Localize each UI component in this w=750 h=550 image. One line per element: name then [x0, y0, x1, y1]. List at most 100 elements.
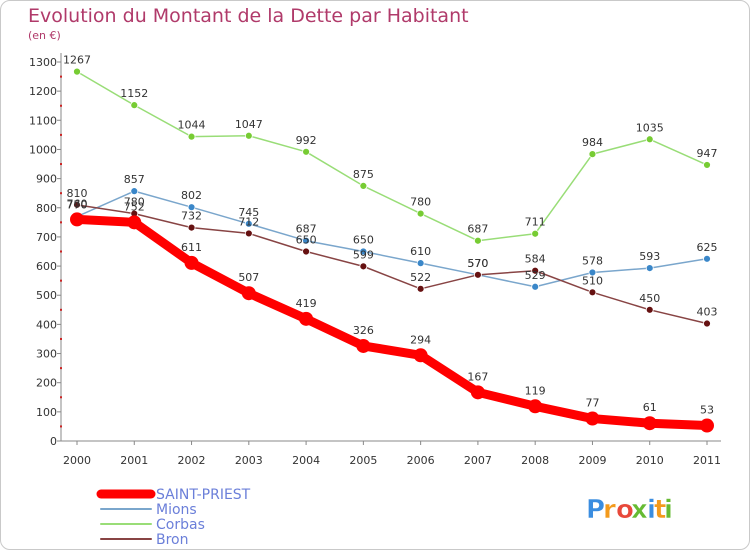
y-tick-label: 600 — [36, 260, 57, 273]
data-label-corbas: 687 — [467, 223, 488, 236]
data-point-mions — [130, 187, 139, 196]
data-label-corbas: 1152 — [120, 87, 148, 100]
y-tick-label: 1100 — [29, 114, 57, 127]
data-point-bron — [187, 223, 196, 232]
legend-item-mions: Mions — [100, 502, 197, 518]
data-label-saint-priest: 294 — [410, 333, 431, 346]
series-line-saint-priest — [72, 214, 712, 431]
data-point-mions — [302, 236, 310, 245]
data-label-saint-priest: 61 — [643, 401, 657, 414]
data-point-corbas — [474, 236, 482, 245]
data-label-saint-priest: 77 — [585, 397, 599, 410]
data-point-corbas — [187, 132, 196, 141]
data-point-corbas — [416, 209, 425, 218]
data-point-bron — [703, 319, 711, 328]
axes: 0 100 200 300 400 500 600 700 800 900 1000 1100 1200… — [29, 53, 721, 467]
data-label-saint-priest: 167 — [467, 370, 488, 383]
data-label-saint-priest: 53 — [700, 404, 714, 417]
data-point-bron — [645, 305, 654, 314]
logo-letter: r — [603, 495, 616, 525]
data-point-saint-priest — [70, 212, 84, 227]
data-point-corbas — [244, 131, 253, 140]
logo-letter: x — [631, 495, 648, 525]
y-tick-label: 1200 — [29, 85, 57, 98]
data-point-bron — [588, 288, 597, 297]
data-label-mions: 857 — [124, 173, 145, 186]
data-label-mions: 610 — [410, 245, 431, 258]
data-label-mions: 529 — [525, 269, 546, 282]
data-point-corbas — [359, 182, 368, 190]
data-point-saint-priest — [528, 399, 543, 414]
series-line-corbas — [76, 70, 708, 242]
y-tick-label: 1000 — [29, 143, 57, 156]
series-line-bron — [76, 204, 708, 325]
proxiti-logo: Pr ox iti — [586, 495, 673, 526]
data-point-saint-priest — [585, 411, 600, 426]
data-point-saint-priest — [642, 416, 657, 431]
data-label-bron: 510 — [582, 274, 603, 287]
data-point-corbas — [531, 229, 540, 238]
data-point-bron — [416, 284, 425, 293]
data-point-saint-priest — [299, 311, 314, 326]
legend-label-saint-priest: SAINT-PRIEST — [156, 487, 251, 503]
legend-label-bron: Bron — [156, 532, 189, 548]
x-tick-label: 2006 — [407, 454, 435, 467]
data-label-mions: 570 — [467, 257, 488, 270]
data-point-bron — [73, 200, 81, 209]
data-label-mions: 578 — [582, 254, 603, 267]
data-point-corbas — [73, 67, 81, 76]
data-label-saint-priest: 419 — [296, 297, 317, 310]
series-line-mions — [76, 190, 708, 288]
data-label-mions: 745 — [238, 206, 259, 219]
data-point-saint-priest — [413, 348, 428, 363]
y-tick-label: 0 — [50, 435, 57, 448]
data-label-bron: 650 — [296, 234, 317, 247]
data-point-bron — [302, 247, 310, 256]
series-saint-priest — [70, 212, 714, 433]
data-point-mions — [359, 247, 368, 256]
series-corbas — [73, 67, 711, 245]
legend-item-bron: Bron — [100, 532, 189, 548]
data-point-saint-priest — [356, 338, 371, 353]
x-tick-label: 2011 — [693, 454, 721, 467]
y-tick-label: 1300 — [29, 56, 57, 69]
data-point-mions — [416, 259, 425, 268]
series-bron — [73, 200, 711, 328]
data-label-bron: 403 — [697, 306, 718, 319]
data-point-saint-priest — [184, 255, 199, 270]
y-tick-label: 300 — [36, 348, 57, 361]
logo-letter: i — [664, 495, 673, 525]
data-label-saint-priest: 119 — [525, 384, 546, 397]
data-label-corbas: 711 — [525, 216, 546, 229]
y-tick-label: 400 — [36, 318, 57, 331]
x-tick-label: 2007 — [464, 454, 492, 467]
data-label-bron: 732 — [181, 210, 202, 223]
x-tick-label: 2009 — [578, 454, 606, 467]
data-label-saint-priest: 752 — [124, 200, 145, 213]
data-point-mions — [645, 264, 654, 273]
y-tick-label: 900 — [36, 173, 57, 186]
data-label-corbas: 984 — [582, 136, 603, 149]
data-label-saint-priest: 760 — [67, 197, 88, 210]
y-tick-label: 200 — [36, 377, 57, 390]
data-point-saint-priest — [241, 286, 256, 301]
data-point-corbas — [645, 135, 654, 144]
data-point-corbas — [130, 101, 139, 110]
data-point-saint-priest — [470, 385, 485, 400]
data-point-corbas — [588, 150, 597, 159]
legend-item-saint-priest: SAINT-PRIEST — [96, 487, 251, 503]
data-label-mions: 802 — [181, 189, 202, 202]
data-point-saint-priest — [700, 418, 714, 433]
data-label-corbas: 875 — [353, 168, 374, 181]
data-label-bron: 522 — [410, 271, 431, 284]
data-label-corbas: 947 — [697, 147, 718, 160]
data-label-corbas: 780 — [410, 196, 431, 209]
data-point-mions — [703, 254, 711, 263]
x-tick-label: 2004 — [292, 454, 320, 467]
logo-letter: t — [654, 495, 666, 525]
data-label-corbas: 1267 — [63, 54, 91, 67]
data-point-saint-priest — [127, 215, 142, 230]
